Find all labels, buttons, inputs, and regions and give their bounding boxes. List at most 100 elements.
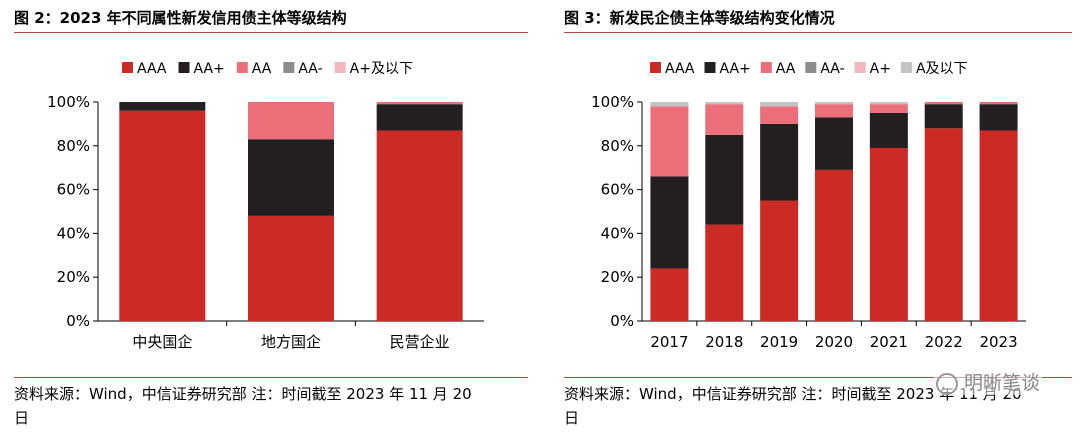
watermark: 明晰笔谈: [933, 368, 1042, 395]
bar-segment-AA+: [760, 123, 799, 201]
legend-item: AA: [760, 61, 796, 77]
legend-swatch: [854, 62, 866, 73]
legend-swatch: [650, 62, 661, 73]
bar-segment-AA: [705, 104, 744, 135]
stacked-bar-chart-right: AAA AA+ AA AA- A+ A及以下 0% 20% 40% 60% 80% 100% 2017 2…: [591, 61, 1026, 351]
legend-item: A及以下: [900, 61, 968, 77]
bar-segment-AA: [376, 102, 463, 105]
chart-panel-right: 图 3：新发民企债主体等级结构变化情况 AAA AA+ AA AA- A+ A及以下 0% 2…: [562, 0, 1080, 432]
y-tick-label: 0%: [610, 312, 634, 330]
bar-segment-A及以下: [869, 102, 908, 105]
legend-label: A+: [870, 61, 891, 77]
bar-segment-AA+: [705, 134, 744, 225]
title-divider: [564, 32, 1072, 33]
bar-segment-AA: [650, 106, 689, 177]
legend-item: A+及以下: [334, 61, 413, 77]
bar-segment-AAA: [248, 215, 334, 321]
legend-item: AA: [236, 61, 272, 77]
legend-item: AA-: [805, 61, 845, 77]
y-tick-label: 80%: [57, 137, 90, 155]
bar-segment-AAA: [760, 200, 799, 321]
bar-segment-AAA: [650, 268, 689, 321]
y-tick-label: 40%: [57, 224, 90, 242]
bar-segment-AAA: [979, 130, 1018, 321]
legend-label: AAA: [665, 61, 695, 77]
legend-item: AAA: [122, 61, 167, 77]
legend-swatch: [805, 62, 817, 73]
bar-segment-AA+: [650, 176, 689, 269]
source-divider: [564, 377, 1072, 378]
x-tick-label: 2018: [705, 333, 743, 351]
legend-label: AA+: [194, 61, 225, 77]
legend-item: AA+: [704, 61, 751, 77]
legend-label: AA: [252, 61, 272, 77]
x-tick-label: 2017: [650, 333, 688, 351]
bar-segment-AA+: [924, 104, 963, 129]
source-note: 资料来源：Wind，中信证券研究部 注：时间截至 2023 年 11 月 20 …: [564, 382, 1072, 430]
bar-segment-AAA: [924, 128, 963, 321]
legend-swatch: [178, 62, 190, 73]
x-tick-label: 民营企业: [390, 333, 450, 351]
chart-title: 图 3：新发民企债主体等级结构变化情况: [564, 9, 835, 27]
source-note-line2: 日: [14, 409, 30, 427]
bar-segment-AAA: [119, 110, 206, 321]
watermark-text: 明晰笔谈: [963, 372, 1040, 394]
y-tick-label: 60%: [601, 181, 634, 199]
bar-segment-AA+: [248, 139, 334, 216]
legend-label: AAA: [137, 61, 167, 77]
bar-segment-AA+: [869, 112, 908, 148]
x-tick-label: 中央国企: [132, 333, 192, 351]
x-tick-label: 2019: [760, 333, 798, 351]
legend-swatch: [704, 62, 716, 73]
legend-label: AA+: [720, 61, 751, 77]
bar-segment-AA+: [979, 104, 1018, 131]
legend-label: AA-: [298, 61, 322, 77]
source-divider: [14, 377, 528, 378]
legend-swatch: [760, 62, 772, 73]
y-tick-label: 0%: [66, 312, 90, 330]
source-note-line2: 日: [564, 409, 580, 427]
bar-segment-AA: [869, 104, 908, 113]
bar-segment-AA: [924, 102, 963, 105]
y-tick-label: 80%: [601, 137, 634, 155]
legend-label: AA-: [820, 61, 844, 77]
legend-item: AA+: [178, 61, 225, 77]
wechat-icon: [935, 372, 958, 395]
legend-label: AA: [776, 61, 796, 77]
x-tick-label: 2022: [925, 333, 963, 351]
source-note: 资料来源：Wind，中信证券研究部 注：时间截至 2023 年 11 月 20 …: [14, 382, 528, 430]
x-tick-label: 2020: [815, 333, 853, 351]
x-tick-label: 2023: [979, 333, 1017, 351]
legend-label: A+及以下: [350, 61, 413, 77]
bar-segment-AA+: [119, 102, 206, 111]
title-divider: [14, 32, 528, 33]
legend-swatch: [334, 62, 346, 73]
legend-swatch: [122, 62, 133, 73]
legend-item: A+: [854, 61, 891, 77]
legend-label: A及以下: [916, 61, 968, 77]
legend-item: AA-: [283, 61, 323, 77]
bar-segment-A及以下: [705, 102, 744, 105]
y-tick-label: 100%: [591, 93, 634, 111]
legend-swatch: [236, 62, 248, 73]
legend-item: AAA: [650, 61, 695, 77]
source-note-line1: 资料来源：Wind，中信证券研究部 注：时间截至 2023 年 11 月 20: [564, 385, 1022, 403]
x-tick-label: 地方国企: [261, 333, 321, 351]
x-tick-label: 2021: [870, 333, 908, 351]
bar-segment-AAA: [705, 224, 744, 321]
bar-segment-AAA: [815, 169, 853, 321]
legend-swatch: [900, 62, 912, 73]
bar-segment-AA: [979, 102, 1018, 105]
stacked-bar-chart-left: AAA AA+ AA AA- A+及以下 0% 20% 40% 60% 80% 100% 中央国企 地方…: [47, 61, 484, 351]
bar-segment-A及以下: [760, 102, 799, 107]
legend-swatch: [283, 62, 295, 73]
bar-segment-AA: [760, 106, 799, 124]
bar-segment-AAA: [869, 147, 908, 321]
bar-segment-AAA: [376, 130, 463, 321]
bar-segment-AA+: [376, 104, 463, 131]
chart-title: 图 2：2023 年不同属性新发信用债主体等级结构: [14, 9, 347, 27]
bar-segment-AA: [248, 102, 334, 140]
y-tick-label: 40%: [601, 224, 634, 242]
bar-segment-A及以下: [815, 102, 853, 105]
bar-segment-A及以下: [650, 102, 689, 107]
